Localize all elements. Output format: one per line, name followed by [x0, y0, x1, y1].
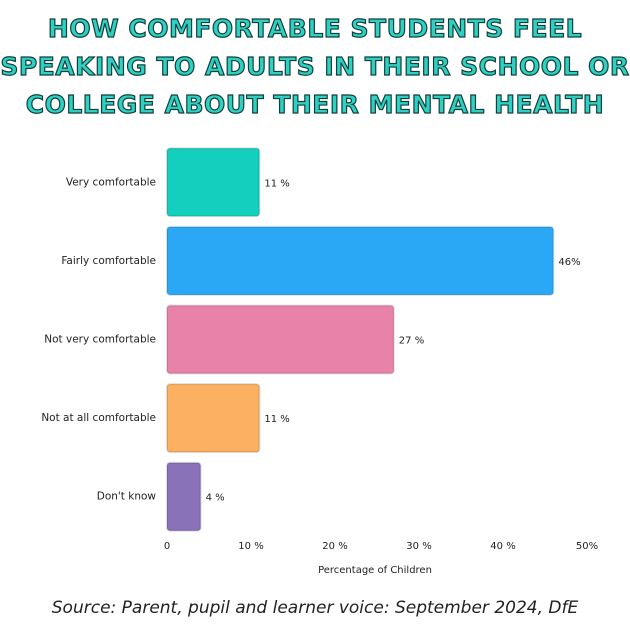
bar: [166, 304, 395, 375]
y-tick-label: Fairly comfortable: [61, 255, 156, 267]
x-tick-label: 50%: [576, 541, 598, 552]
value-label: 4 %: [206, 493, 225, 504]
x-tick-label: 0: [164, 541, 170, 552]
y-tick-label: Very comfortable: [66, 176, 156, 188]
chart-title: HOW COMFORTABLE STUDENTS FEEL SPEAKING T…: [0, 13, 630, 119]
x-tick-label: 20 %: [322, 541, 347, 552]
value-label: 46%: [558, 257, 580, 268]
bar: [166, 383, 261, 454]
bar: [166, 461, 202, 532]
bar: [166, 147, 261, 218]
bar: [166, 225, 555, 296]
x-tick-label: 30 %: [406, 541, 431, 552]
y-tick-label: Not at all comfortable: [41, 412, 156, 424]
y-tick-label: Not very comfortable: [44, 334, 156, 346]
y-tick-label: Don't know: [97, 491, 157, 503]
x-tick-label: 40 %: [490, 541, 515, 552]
x-tick-label: 10 %: [238, 541, 263, 552]
value-label: 11 %: [264, 178, 289, 189]
value-label: 27 %: [399, 336, 424, 347]
value-label: 11 %: [264, 414, 289, 425]
x-axis-label: Percentage of Children: [318, 565, 432, 576]
source: Source: Parent, pupil and learner voice:…: [52, 598, 579, 618]
